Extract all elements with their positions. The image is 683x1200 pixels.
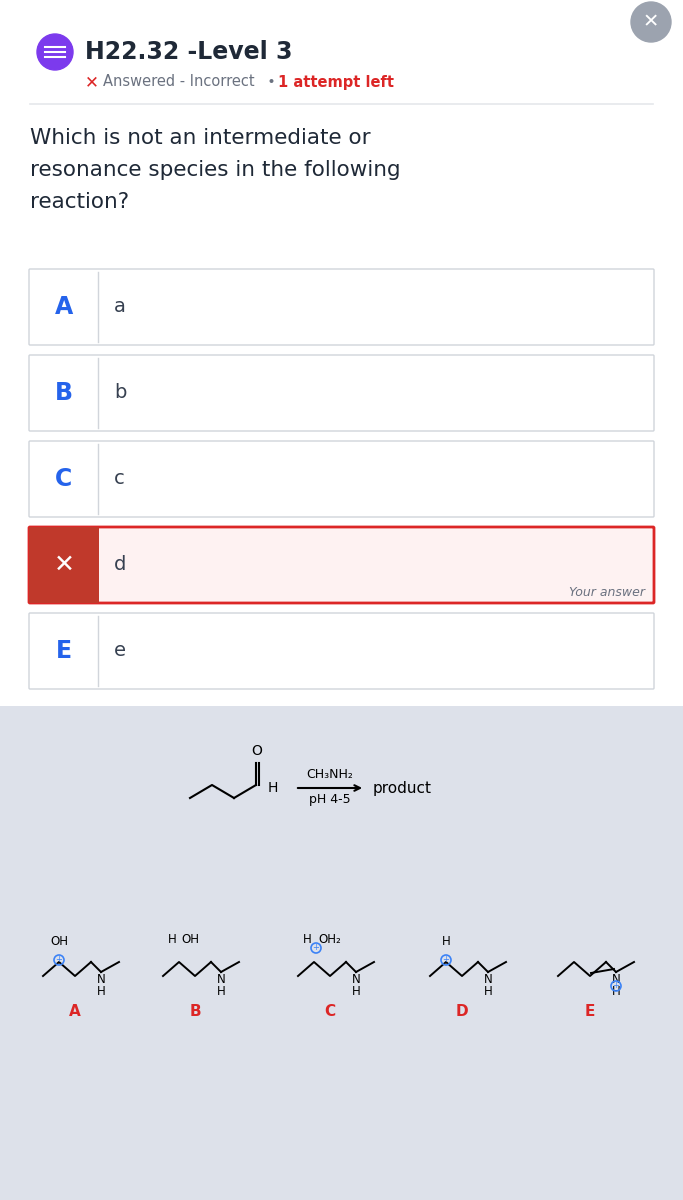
Text: +: + <box>313 943 320 953</box>
Text: OH: OH <box>50 935 68 948</box>
Text: H: H <box>268 781 279 794</box>
Text: E: E <box>56 638 72 662</box>
FancyBboxPatch shape <box>29 613 654 689</box>
Text: pH 4-5: pH 4-5 <box>309 792 351 805</box>
FancyBboxPatch shape <box>29 527 654 602</box>
Text: +: + <box>443 955 449 965</box>
Text: B: B <box>189 1004 201 1020</box>
Text: ✕: ✕ <box>643 12 659 31</box>
Text: A: A <box>69 1004 81 1020</box>
FancyBboxPatch shape <box>29 440 654 517</box>
Text: N: N <box>217 973 225 986</box>
Text: +: + <box>613 982 619 990</box>
Text: H: H <box>484 985 492 998</box>
Text: •: • <box>263 74 280 89</box>
Text: OH: OH <box>181 934 199 946</box>
Text: CH₃NH₂: CH₃NH₂ <box>307 768 353 780</box>
Text: N: N <box>352 973 361 986</box>
Text: H22.32 -Level 3: H22.32 -Level 3 <box>85 40 292 64</box>
Text: 1 attempt left: 1 attempt left <box>278 74 394 90</box>
Text: H: H <box>168 934 177 946</box>
Text: H: H <box>96 985 105 998</box>
Text: H: H <box>303 934 312 946</box>
Text: H: H <box>352 985 361 998</box>
Text: E: E <box>585 1004 595 1020</box>
Text: N: N <box>611 973 620 986</box>
Text: reaction?: reaction? <box>30 192 129 212</box>
Text: H: H <box>611 985 620 998</box>
FancyBboxPatch shape <box>29 269 654 346</box>
Bar <box>0 706 683 1200</box>
Circle shape <box>37 34 73 70</box>
Text: H: H <box>442 935 450 948</box>
Text: b: b <box>114 384 126 402</box>
Text: OH₂: OH₂ <box>318 934 341 946</box>
Text: ✕: ✕ <box>53 553 74 577</box>
Text: e: e <box>114 642 126 660</box>
Text: Answered - Incorrect: Answered - Incorrect <box>103 74 255 90</box>
Text: ✕: ✕ <box>85 73 99 91</box>
Text: O: O <box>251 744 262 758</box>
Text: a: a <box>114 298 126 317</box>
Text: Which is not an intermediate or: Which is not an intermediate or <box>30 128 371 148</box>
Text: Your answer: Your answer <box>569 586 645 599</box>
Text: d: d <box>114 556 126 575</box>
Text: c: c <box>114 469 125 488</box>
Text: N: N <box>96 973 105 986</box>
Text: +: + <box>55 955 62 965</box>
FancyBboxPatch shape <box>29 527 99 602</box>
Text: H: H <box>217 985 225 998</box>
FancyBboxPatch shape <box>29 355 654 431</box>
Text: D: D <box>456 1004 469 1020</box>
Text: A: A <box>55 295 73 319</box>
Text: product: product <box>373 780 432 796</box>
Circle shape <box>631 2 671 42</box>
Text: B: B <box>55 382 73 404</box>
Text: C: C <box>324 1004 335 1020</box>
Text: C: C <box>55 467 72 491</box>
Text: N: N <box>484 973 492 986</box>
Text: resonance species in the following: resonance species in the following <box>30 160 401 180</box>
